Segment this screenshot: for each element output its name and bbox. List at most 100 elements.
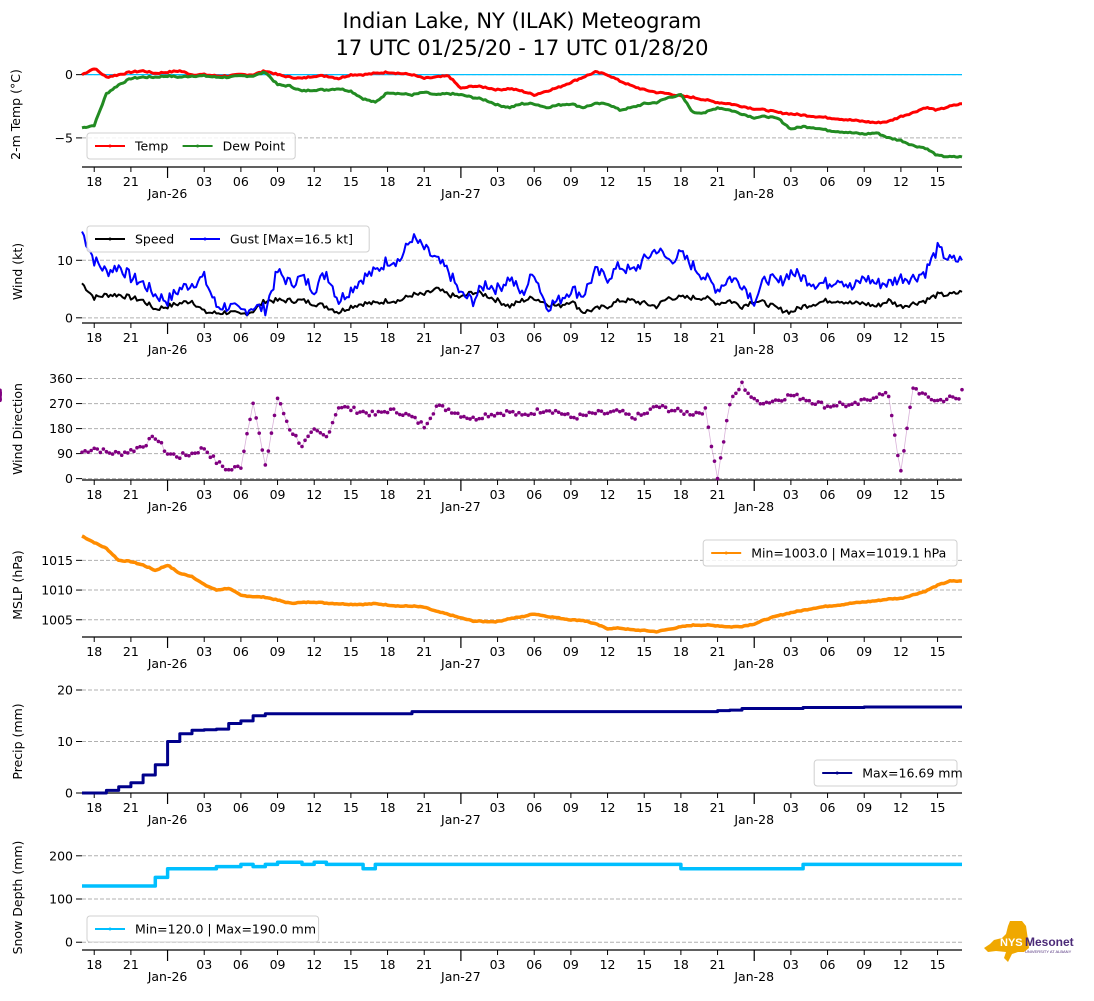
wind-direction-point xyxy=(465,416,469,421)
wind-direction-point xyxy=(443,408,448,413)
wind-direction-point xyxy=(468,417,472,421)
y-tick-label: 0 xyxy=(65,935,73,950)
wind-direction-point xyxy=(318,430,323,435)
wind-direction-point xyxy=(294,433,298,438)
wind-direction-point xyxy=(636,411,640,416)
wind-direction-point xyxy=(776,398,781,403)
wind-direction-point xyxy=(196,450,200,455)
x-tick-label: 18 xyxy=(86,644,102,659)
wind-direction-point xyxy=(651,405,656,409)
wind-direction-point xyxy=(214,461,219,466)
wind-direction-point xyxy=(813,402,818,407)
x-tick-label: 06 xyxy=(526,330,542,345)
wind-direction-point xyxy=(437,403,442,408)
x-tick-label: 18 xyxy=(380,957,396,972)
wind-direction-point xyxy=(190,451,194,456)
wind-direction-point xyxy=(871,396,876,401)
wind-direction-point xyxy=(825,404,830,408)
wind-direction-point xyxy=(404,411,408,416)
wind-direction-point xyxy=(920,391,925,395)
wind-direction-point xyxy=(162,449,167,453)
wind-direction-point xyxy=(452,411,457,415)
wind-direction-point xyxy=(440,404,445,408)
wind-direction-point xyxy=(425,421,430,426)
legend-marker xyxy=(203,237,207,241)
wind-direction-point xyxy=(947,394,952,398)
wind-direction-point xyxy=(410,414,414,419)
wind-direction-point xyxy=(633,417,637,421)
wind-direction-point xyxy=(153,437,158,441)
series-line-gust xyxy=(81,231,963,317)
wind-direction-point xyxy=(376,409,381,414)
wind-direction-point xyxy=(902,449,906,453)
wind-direction-point xyxy=(734,391,738,396)
wind-direction-point xyxy=(547,409,552,413)
wind-direction-point xyxy=(727,402,732,407)
wind-direction-point xyxy=(532,412,537,417)
wind-direction-point xyxy=(495,411,500,416)
wind-direction-point xyxy=(654,404,659,409)
wind-direction-point xyxy=(517,410,521,415)
x-tick-label: 12 xyxy=(600,800,616,815)
wind-direction-point xyxy=(126,451,130,455)
x-tick-label: 21 xyxy=(416,487,432,502)
x-tick-label: 21 xyxy=(123,957,139,972)
legend-marker xyxy=(724,551,728,555)
wind-direction-point xyxy=(138,444,142,449)
x-tick-label: 12 xyxy=(893,800,909,815)
x-tick-label: 06 xyxy=(526,957,542,972)
y-axis-label: Wind Direction xyxy=(10,383,25,475)
wind-direction-point xyxy=(853,400,857,405)
wind-direction-point xyxy=(86,450,90,455)
x-tick-label: 18 xyxy=(380,800,396,815)
wind-direction-point xyxy=(905,426,909,431)
wind-direction-point xyxy=(349,408,353,413)
x-tick-label: 18 xyxy=(673,644,689,659)
x-tick-label: 03 xyxy=(490,800,506,815)
wind-direction-point xyxy=(844,404,848,409)
x-tick-label: 15 xyxy=(636,800,652,815)
wind-direction-point xyxy=(284,419,289,424)
wind-direction-point xyxy=(889,413,894,418)
wind-direction-point xyxy=(764,400,769,405)
y-tick-label: 10 xyxy=(57,734,73,749)
wind-direction-point xyxy=(908,405,912,410)
wind-direction-point xyxy=(694,410,698,415)
new-york-state-shape-icon xyxy=(984,921,1029,962)
wind-direction-point xyxy=(590,411,595,415)
panel-wdir: 360 270 180 90 0 Wind Direction 18 21 03 06 09 12 15… xyxy=(0,371,964,514)
wind-direction-point xyxy=(303,438,307,443)
wind-direction-point xyxy=(706,425,711,429)
series-line-dew xyxy=(81,70,963,159)
y-tick-label: 1005 xyxy=(41,612,73,627)
wind-direction-point xyxy=(177,456,182,461)
x-tick-label: 09 xyxy=(856,330,872,345)
wind-direction-point xyxy=(89,448,93,453)
x-tick-label: 15 xyxy=(343,800,359,815)
x-tick-label: 21 xyxy=(710,330,726,345)
x-tick-label: 18 xyxy=(673,330,689,345)
wind-direction-point xyxy=(226,467,231,472)
wind-direction-point xyxy=(691,413,695,417)
x-tick-label: 18 xyxy=(673,174,689,189)
wind-direction-point xyxy=(272,413,277,418)
x-tick-label: 15 xyxy=(930,644,946,659)
wind-direction-point xyxy=(80,450,84,455)
wind-direction-point xyxy=(758,401,763,406)
x-tick-label: 12 xyxy=(600,174,616,189)
y-tick-label: −5 xyxy=(55,130,73,145)
chart-title-line2: 17 UTC 01/25/20 - 17 UTC 01/28/20 xyxy=(336,36,709,60)
x-tick-label: 15 xyxy=(636,330,652,345)
y-tick-label: 0 xyxy=(65,471,73,486)
y-tick-label: 0 xyxy=(65,310,73,325)
x-tick-label: 18 xyxy=(86,957,102,972)
wind-direction-point xyxy=(471,415,475,420)
wind-direction-point xyxy=(562,412,567,417)
x-tick-label: 15 xyxy=(343,330,359,345)
wind-direction-point xyxy=(865,398,870,402)
x-tick-label: 18 xyxy=(86,330,102,345)
x-tick-label: 06 xyxy=(526,800,542,815)
wind-direction-point xyxy=(346,405,350,409)
wind-direction-point xyxy=(874,395,879,400)
x-tick-label: 18 xyxy=(673,800,689,815)
